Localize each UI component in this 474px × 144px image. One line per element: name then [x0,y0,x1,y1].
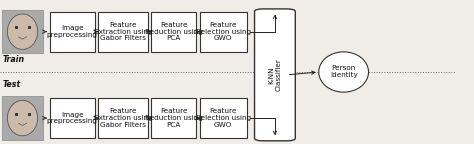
Text: Feature
Reduction using
PCA: Feature Reduction using PCA [145,22,203,41]
Ellipse shape [8,100,37,136]
Text: Feature
Extraction using
Gabor Filters: Feature Extraction using Gabor Filters [94,108,152,128]
Text: Person
Identity: Person Identity [330,66,357,78]
FancyBboxPatch shape [200,98,247,138]
FancyBboxPatch shape [151,12,196,52]
FancyBboxPatch shape [151,98,196,138]
Text: Feature
Reduction using
PCA: Feature Reduction using PCA [145,108,203,128]
Ellipse shape [319,52,368,92]
Text: Test: Test [2,80,21,89]
Ellipse shape [8,14,37,49]
Text: Feature
Extraction using
Gabor Filters: Feature Extraction using Gabor Filters [94,22,152,41]
FancyBboxPatch shape [200,12,247,52]
Text: Image
preprocessing: Image preprocessing [47,112,98,124]
Text: Feature
Selection using
GWO: Feature Selection using GWO [196,108,251,128]
Text: Feature
Selection using
GWO: Feature Selection using GWO [196,22,251,41]
Text: Train: Train [2,55,25,64]
FancyBboxPatch shape [98,98,148,138]
FancyBboxPatch shape [2,96,43,140]
FancyBboxPatch shape [255,9,295,141]
FancyBboxPatch shape [50,98,95,138]
Text: K-NN
Classifier: K-NN Classifier [268,58,282,91]
FancyBboxPatch shape [50,12,95,52]
FancyBboxPatch shape [98,12,148,52]
Text: Image
preprocessing: Image preprocessing [47,25,98,38]
FancyBboxPatch shape [2,10,43,53]
